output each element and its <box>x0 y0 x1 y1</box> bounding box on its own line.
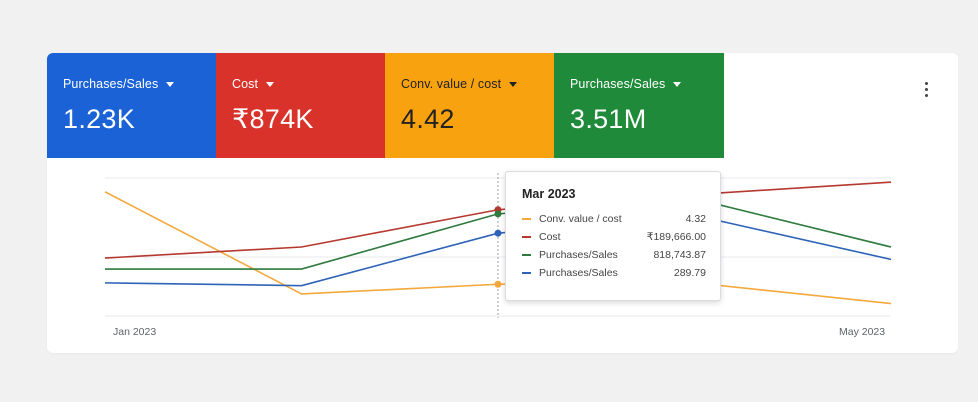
performance-card: Purchases/Sales 1.23K Cost ₹874K Conv. v… <box>47 53 958 353</box>
dropdown-arrow-icon[interactable] <box>509 81 518 87</box>
metric-value: 1.23K <box>63 104 136 134</box>
tooltip-series-name: Purchases/Sales <box>539 249 618 261</box>
x-tick-label: Jan 2023 <box>113 326 157 338</box>
metric-card-conv-value-cost[interactable]: Conv. value / cost 4.42 <box>385 53 554 158</box>
tooltip-series-value: 4.32 <box>685 213 706 225</box>
metric-selector[interactable]: Purchases/Sales <box>63 77 216 91</box>
tooltip-series-value: ₹189,666.00 <box>646 231 706 243</box>
metric-value: 3.51M <box>570 104 647 134</box>
series-swatch <box>522 272 531 274</box>
tooltip-row: Cost ₹189,666.00 <box>522 228 706 246</box>
dropdown-arrow-icon[interactable] <box>166 81 175 87</box>
tooltip-row: Conv. value / cost 4.32 <box>522 210 706 228</box>
tooltip-series-value: 289.79 <box>673 267 706 279</box>
metric-label: Purchases/Sales <box>63 77 159 91</box>
tooltip-row: Purchases/Sales 818,743.87 <box>522 246 706 264</box>
series-swatch <box>522 236 531 238</box>
tooltip-series-name: Conv. value / cost <box>539 213 622 225</box>
metric-label: Conv. value / cost <box>401 77 502 91</box>
tooltip-series-name: Purchases/Sales <box>539 267 618 279</box>
metric-card-purchases-sales[interactable]: Purchases/Sales 1.23K <box>47 53 216 158</box>
chart-tooltip: Mar 2023 Conv. value / cost 4.32 Cost ₹1… <box>505 171 721 301</box>
tooltip-row: Purchases/Sales 289.79 <box>522 264 706 282</box>
metric-label: Cost <box>232 77 259 91</box>
metric-selector[interactable]: Conv. value / cost <box>401 77 554 91</box>
series-swatch <box>522 218 531 220</box>
tooltip-series-value: 818,743.87 <box>653 249 706 261</box>
hover-point <box>494 280 502 288</box>
hover-point <box>494 210 502 218</box>
hover-point <box>494 229 502 237</box>
x-tick-label: May 2023 <box>839 326 886 338</box>
metric-selector[interactable]: Cost <box>232 77 385 91</box>
tooltip-series-name: Cost <box>539 231 561 243</box>
metric-value: ₹874K <box>232 104 314 134</box>
series-swatch <box>522 254 531 256</box>
dropdown-arrow-icon[interactable] <box>673 81 682 87</box>
more-vertical-icon[interactable] <box>919 79 935 99</box>
tooltip-title: Mar 2023 <box>522 187 576 201</box>
metric-card-cost[interactable]: Cost ₹874K <box>216 53 385 158</box>
metric-card-purchases-sales-value[interactable]: Purchases/Sales 3.51M <box>554 53 724 158</box>
line-chart <box>104 173 892 318</box>
metric-value: 4.42 <box>401 104 455 134</box>
metric-label: Purchases/Sales <box>570 77 666 91</box>
dropdown-arrow-icon[interactable] <box>266 81 275 87</box>
metric-selector[interactable]: Purchases/Sales <box>570 77 724 91</box>
